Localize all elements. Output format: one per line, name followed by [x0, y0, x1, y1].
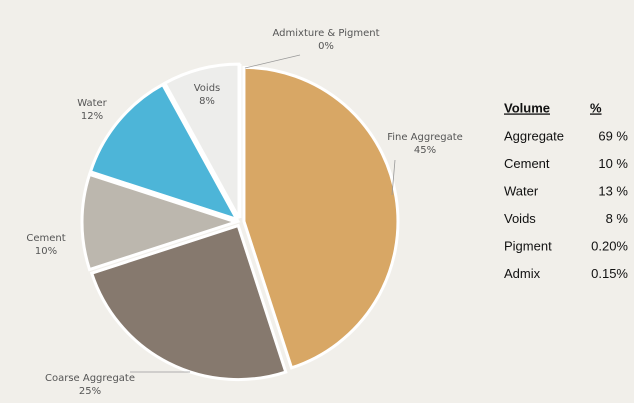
table-cell: 0.15%	[591, 266, 628, 281]
table: Volume % Aggregate 69 % Cement 10 % Water 13 % V…	[504, 100, 628, 281]
table-cell: Water	[504, 183, 539, 198]
slice-name: Fine Aggregate	[387, 132, 463, 143]
pie-slice	[88, 82, 241, 223]
slice-name: Water	[77, 98, 107, 109]
slice-name: Admixture & Pigment	[273, 28, 380, 39]
table-cell: 13 %	[598, 183, 628, 198]
table-cell: Cement	[504, 156, 550, 171]
slice-percent: 0%	[318, 41, 334, 52]
slice-percent: 8%	[199, 96, 215, 107]
table-cell: 10 %	[598, 156, 628, 171]
pie-slice	[242, 65, 400, 370]
slice-percent: 12%	[81, 111, 103, 122]
leader-line	[391, 159, 396, 196]
table-cell: Pigment	[504, 238, 552, 253]
table-header: Volume	[504, 100, 550, 115]
slice-name: Coarse Aggregate	[45, 373, 135, 384]
table-cell: 8 %	[606, 211, 629, 226]
table-cell: 69 %	[598, 128, 628, 143]
slice-percent: 10%	[35, 246, 57, 257]
table-cell: Admix	[504, 266, 541, 281]
leader-line	[244, 54, 301, 69]
slice-percent: 45%	[414, 145, 436, 156]
pie-slice	[80, 172, 241, 272]
table-header: %	[590, 100, 602, 115]
table-cell: 0.20%	[591, 238, 628, 253]
table-cell: Aggregate	[504, 128, 564, 143]
slice-name: Voids	[194, 83, 221, 94]
pie-labels: Fine Aggregate 45% Coarse Aggregate 25% Ceme…	[26, 28, 462, 397]
slice-percent: 25%	[79, 386, 101, 397]
table-cell: Voids	[504, 211, 536, 226]
pie	[80, 62, 400, 382]
slice-name: Cement	[26, 233, 65, 244]
pie-slice	[89, 223, 288, 382]
